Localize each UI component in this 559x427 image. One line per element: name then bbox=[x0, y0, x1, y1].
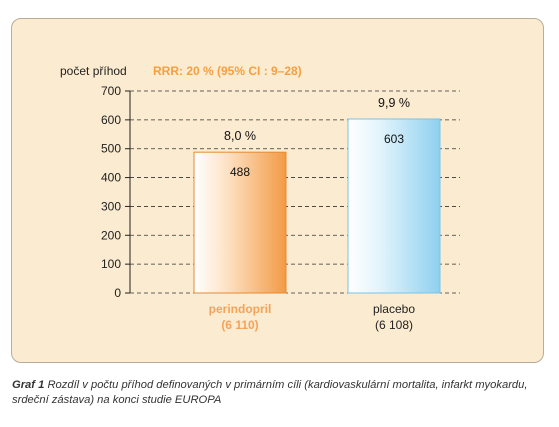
bar-percent-label: 8,0 % bbox=[224, 129, 256, 143]
rrr-annotation: RRR: 20 % (95% CI : 9–28) bbox=[153, 64, 302, 78]
category-count-label: (6 108) bbox=[375, 318, 413, 332]
bar-value-label: 488 bbox=[230, 165, 250, 179]
bar-percent-label: 9,9 % bbox=[378, 96, 410, 110]
category-count-label: (6 110) bbox=[221, 318, 258, 332]
y-tick-label: 600 bbox=[101, 113, 121, 127]
y-tick-label: 200 bbox=[101, 228, 121, 242]
y-tick-label: 300 bbox=[101, 199, 121, 213]
figure-caption: Graf 1 Rozdíl v počtu příhod definovanýc… bbox=[12, 378, 547, 408]
y-tick-label: 0 bbox=[114, 286, 121, 300]
y-tick-label: 400 bbox=[101, 171, 121, 185]
bar-perindopril bbox=[193, 151, 287, 294]
bar-placebo bbox=[347, 118, 441, 294]
category-label: perindopril bbox=[209, 302, 272, 316]
y-tick-label: 700 bbox=[101, 84, 121, 98]
caption-text: Rozdíl v počtu příhod definovaných v pri… bbox=[12, 379, 528, 406]
y-tick-label: 500 bbox=[101, 142, 121, 156]
category-label: placebo bbox=[373, 302, 415, 316]
caption-lead: Graf 1 bbox=[12, 379, 45, 391]
bar-value-label: 603 bbox=[384, 132, 404, 146]
y-axis-title: počet příhod bbox=[60, 64, 127, 78]
y-tick-label: 100 bbox=[101, 257, 121, 271]
